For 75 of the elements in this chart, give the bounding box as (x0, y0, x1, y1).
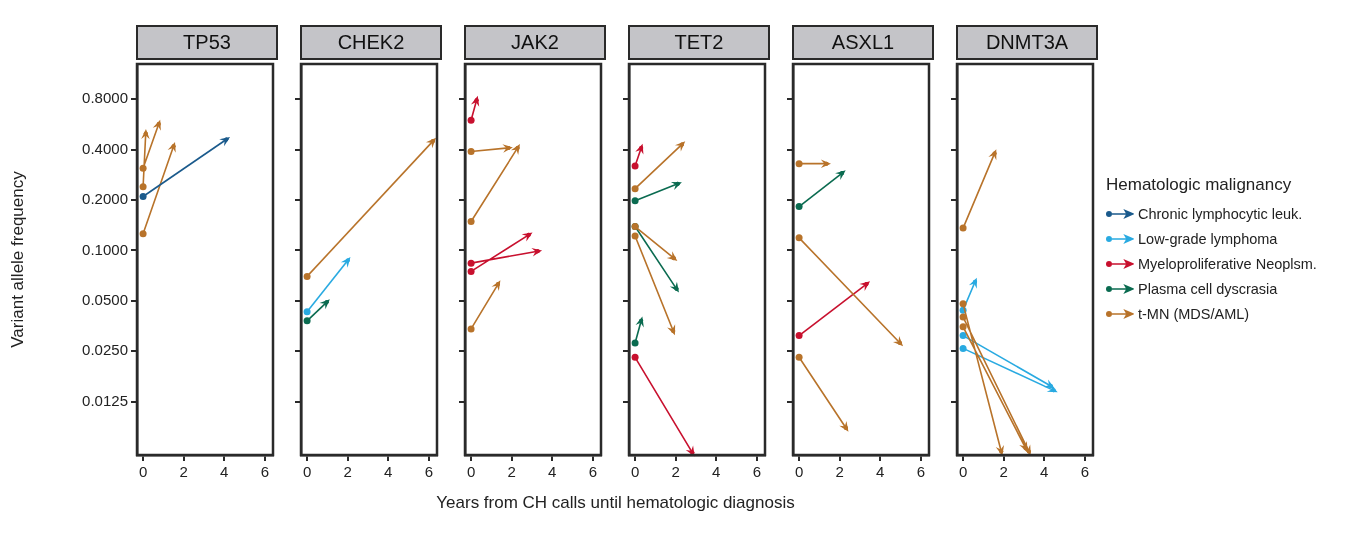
point (795, 160, 803, 168)
chart-title: TET2 (628, 25, 770, 60)
x-tick-label: 6 (1080, 463, 1090, 481)
y-tick-label: 0.2000 (82, 190, 128, 208)
x-tick-label: 2 (179, 463, 188, 481)
x-tick-label: 2 (671, 463, 680, 481)
x-tick-label: 2 (507, 463, 516, 481)
x-tick-label: 2 (343, 463, 352, 481)
chart-title: TP53 (136, 25, 278, 60)
point (139, 164, 147, 172)
point (959, 323, 967, 331)
point (795, 332, 803, 340)
point (139, 183, 147, 191)
x-tick-label: 0 (958, 463, 968, 481)
y-tick-label: 0.4000 (82, 139, 128, 157)
x-tick-label: 6 (424, 463, 434, 481)
x-tick-label: 6 (588, 463, 598, 481)
legend-label: t-MN (MDS/AML) (1138, 305, 1250, 322)
chart-title: CHEK2 (300, 25, 442, 60)
chart-title: DNMT3A (956, 25, 1098, 60)
chart-title: ASXL1 (792, 25, 934, 60)
x-tick-label: 0 (630, 463, 640, 481)
point (303, 317, 311, 325)
x-tick-label: 6 (916, 463, 926, 481)
y-tick-label: 0.0250 (82, 341, 128, 359)
point (795, 353, 803, 361)
point (631, 339, 639, 347)
point (631, 353, 639, 361)
x-tick-label: 4 (548, 463, 557, 481)
x-tick-label: 6 (260, 463, 270, 481)
point (631, 197, 639, 205)
point (959, 344, 967, 352)
x-tick-label: 6 (752, 463, 762, 481)
x-tick-label: 4 (712, 463, 721, 481)
point (795, 234, 803, 242)
y-axis-title: Variant allele frequency (7, 170, 27, 348)
x-tick-label: 4 (1040, 463, 1049, 481)
x-tick-label: 4 (384, 463, 393, 481)
point (467, 267, 475, 275)
x-tick-label: 0 (794, 463, 804, 481)
point (139, 193, 147, 201)
point (467, 325, 475, 333)
y-tick-label: 0.0500 (82, 291, 128, 308)
point (631, 232, 639, 240)
point (139, 230, 147, 238)
y-tick-label: 0.0125 (82, 391, 128, 409)
legend-label: Low-grade lymphoma (1138, 230, 1278, 247)
x-tick-label: 0 (466, 463, 476, 481)
legend-title: Hematologic malignancy (1106, 175, 1293, 195)
point (467, 148, 475, 156)
point (631, 185, 639, 193)
y-tick-label: 0.8000 (82, 89, 128, 107)
point (467, 116, 475, 124)
x-tick-label: 4 (220, 463, 229, 481)
point (303, 272, 311, 280)
x-tick-label: 2 (999, 463, 1008, 481)
x-tick-label: 2 (835, 463, 844, 481)
legend-label: Plasma cell dyscrasia (1138, 280, 1278, 297)
point (959, 332, 967, 340)
point (467, 217, 475, 225)
point (795, 203, 803, 211)
point (303, 308, 311, 316)
point (467, 259, 475, 267)
point (959, 224, 967, 232)
legend-label: Chronic lymphocytic leuk. (1138, 205, 1303, 222)
y-tick-label: 0.1000 (82, 240, 128, 258)
point (631, 162, 639, 170)
x-tick-label: 4 (876, 463, 885, 481)
x-axis-title: Years from CH calls until hematologic diagnosis (435, 493, 796, 513)
chart-title: JAK2 (464, 25, 606, 60)
point (959, 300, 967, 308)
legend-label: Myeloproliferative Neoplsm. (1138, 255, 1317, 272)
x-tick-label: 0 (302, 463, 312, 481)
point (959, 313, 967, 321)
x-tick-label: 0 (138, 463, 148, 481)
